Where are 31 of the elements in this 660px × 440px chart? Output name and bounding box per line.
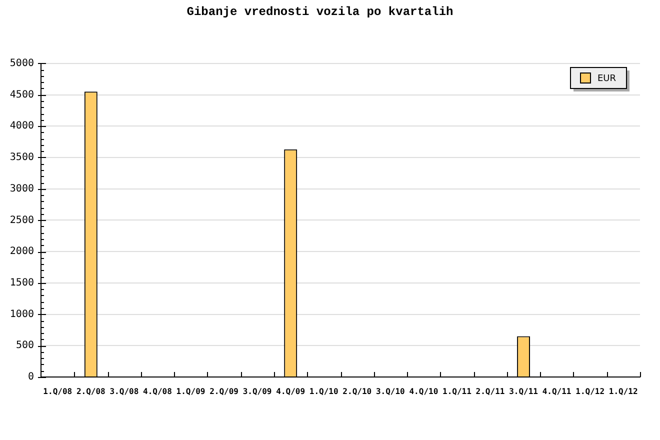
x-tick-label: 1.Q/08 — [43, 386, 72, 396]
y-tick-label: 3500 — [10, 152, 34, 164]
x-tick-label: 4.Q/08 — [143, 386, 172, 396]
x-tick-label: 4.Q/09 — [276, 386, 306, 396]
x-tick-label: 2.Q/09 — [210, 386, 239, 396]
x-tick-label: 3.Q/10 — [376, 386, 406, 396]
x-tick-label: 1.Q/09 — [176, 386, 206, 396]
x-tick-label: 1.Q/11 — [442, 386, 472, 396]
x-tick-label: 2.Q/08 — [76, 386, 106, 396]
y-tick-label: 2000 — [10, 246, 34, 258]
y-tick-label: 3000 — [10, 183, 34, 194]
y-tick-label: 1500 — [10, 278, 34, 289]
x-tick-label: 1.Q/10 — [309, 386, 338, 396]
x-tick-label: 2.Q/11 — [476, 386, 505, 396]
x-tick-label: 3.Q/08 — [110, 386, 139, 396]
x-tick-label: 1.Q/12 — [608, 386, 638, 396]
y-tick-label: 500 — [16, 340, 34, 352]
legend-label: EUR — [598, 74, 616, 84]
chart-title: Gibanje vrednosti vozila po kvartalih — [186, 5, 454, 20]
x-tick-label: 4.Q/11 — [542, 386, 572, 396]
y-tick-label: 0 — [28, 372, 34, 383]
y-tick-label: 2500 — [10, 214, 34, 226]
y-tick-label: 1000 — [10, 308, 34, 320]
x-tick-label: 2.Q/10 — [342, 386, 372, 396]
y-tick-label: 4000 — [10, 120, 34, 132]
x-tick-label: 3.Q/11 — [509, 386, 538, 396]
x-tick-label: 3.Q/09 — [242, 386, 272, 396]
y-tick-label: 5000 — [10, 58, 34, 69]
x-tick-label: 4.Q/10 — [409, 386, 438, 396]
x-tick-label: 1.Q/12 — [576, 386, 605, 396]
y-tick-label: 4500 — [10, 89, 34, 100]
